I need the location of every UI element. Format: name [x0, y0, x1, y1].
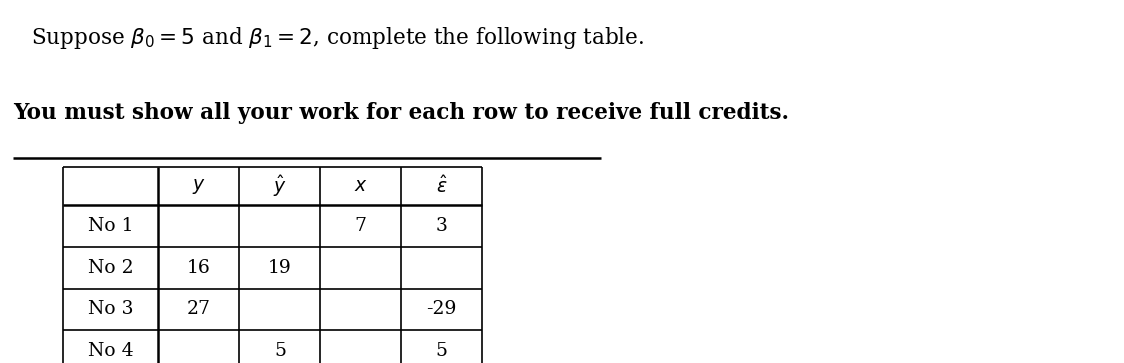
Text: $\hat{y}$: $\hat{y}$	[273, 173, 287, 199]
Text: 7: 7	[355, 217, 366, 235]
Text: $\hat{\varepsilon}$: $\hat{\varepsilon}$	[436, 175, 447, 197]
Text: 5: 5	[274, 342, 285, 360]
Text: No 1: No 1	[88, 217, 134, 235]
Text: 5: 5	[436, 342, 447, 360]
Text: No 2: No 2	[88, 259, 134, 277]
Text: You must show all your work for each row to receive full credits.: You must show all your work for each row…	[13, 102, 789, 124]
Text: Suppose $\beta_0 = 5$ and $\beta_1 = 2$, complete the following table.: Suppose $\beta_0 = 5$ and $\beta_1 = 2$,…	[31, 25, 645, 52]
Text: 3: 3	[436, 217, 447, 235]
Text: No 3: No 3	[88, 301, 134, 318]
Text: 27: 27	[187, 301, 211, 318]
Text: No 4: No 4	[88, 342, 134, 360]
Text: -29: -29	[426, 301, 457, 318]
Text: 16: 16	[187, 259, 211, 277]
Text: $x$: $x$	[354, 177, 368, 195]
Text: $y$: $y$	[192, 176, 206, 196]
Text: 19: 19	[268, 259, 292, 277]
